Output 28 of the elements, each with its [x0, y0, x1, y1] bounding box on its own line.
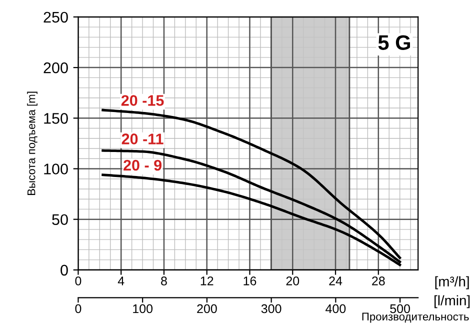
- x-tick-label: 12: [200, 276, 214, 286]
- y-axis-title: Высота подъема [m]: [27, 92, 38, 195]
- x-axis-title: [m³/h]: [435, 276, 469, 290]
- x-tick-label: 4: [118, 276, 124, 286]
- x2-tick-label: 100: [133, 304, 153, 314]
- series-label: 20 -15: [121, 95, 164, 106]
- x2-tick-label: 500: [390, 304, 410, 314]
- x-tick-label: 28: [372, 276, 385, 286]
- series-label: 20 - 9: [124, 160, 162, 171]
- series-label: 20 -11: [122, 134, 164, 144]
- x2-axis-title: [l/min]: [434, 295, 470, 308]
- annotation: 5 G: [378, 35, 410, 50]
- x-tick-label: 20: [286, 276, 300, 286]
- x2-tick-label: 200: [197, 304, 217, 314]
- y-tick-label: 200: [44, 62, 68, 74]
- x-tick-label: 0: [75, 276, 82, 286]
- x2-tick-label: 300: [261, 304, 282, 314]
- y-tick-label: 150: [44, 113, 68, 124]
- x-tick-label: 24: [329, 276, 342, 286]
- x2-tick-label: 0: [75, 304, 82, 314]
- x-tick-label: 16: [244, 276, 256, 286]
- y-tick-label: 100: [44, 164, 68, 174]
- x2-tick-label: 400: [326, 304, 346, 314]
- y-tick-label: 0: [60, 264, 68, 276]
- x-tick-label: 8: [161, 276, 167, 286]
- text: Производительность: [362, 312, 469, 323]
- y-tick-label: 250: [44, 12, 68, 23]
- y-tick-label: 50: [52, 214, 68, 226]
